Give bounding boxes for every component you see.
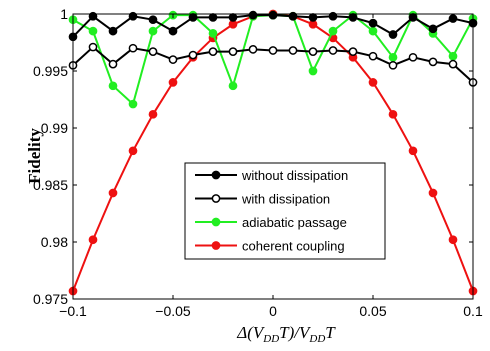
legend-marker xyxy=(211,241,221,250)
data-point xyxy=(408,13,418,22)
data-point xyxy=(108,59,118,69)
data-point xyxy=(448,14,458,23)
data-point xyxy=(368,78,378,87)
data-point xyxy=(388,109,398,119)
y-tick-label: 0.985 xyxy=(33,177,68,193)
legend-label: adiabatic passage xyxy=(242,215,347,230)
data-point xyxy=(428,188,438,198)
data-point xyxy=(128,146,138,156)
data-point xyxy=(388,30,398,39)
y-tick-label: 0.995 xyxy=(33,63,68,79)
data-point xyxy=(248,10,258,20)
data-point xyxy=(208,13,218,22)
data-point xyxy=(368,18,378,28)
legend: without dissipation with dissipation adiab… xyxy=(184,162,386,260)
data-point xyxy=(428,24,438,34)
data-point xyxy=(188,13,198,22)
data-point xyxy=(368,51,378,61)
data-point xyxy=(168,55,178,64)
data-point xyxy=(448,235,458,245)
data-point xyxy=(228,81,238,91)
x-tick-label: 0 xyxy=(269,303,277,319)
legend-item: with dissipation xyxy=(195,192,330,207)
data-point xyxy=(188,50,198,60)
data-point xyxy=(88,42,98,52)
data-point xyxy=(268,46,278,55)
legend-label: coherent coupling xyxy=(242,239,345,254)
x-tick-label: 0.05 xyxy=(359,303,386,319)
data-point xyxy=(228,47,238,56)
data-point xyxy=(108,188,118,198)
data-point xyxy=(328,26,338,36)
data-point xyxy=(348,47,358,56)
data-point xyxy=(448,51,458,61)
legend-item: adiabatic passage xyxy=(195,215,347,230)
data-point xyxy=(88,235,98,245)
legend-marker xyxy=(211,170,221,180)
data-point xyxy=(308,13,318,22)
series-with-dissipation xyxy=(68,42,478,87)
data-point xyxy=(408,146,418,156)
y-tick-label: 0.98 xyxy=(41,234,68,250)
data-point xyxy=(388,60,398,70)
data-point xyxy=(368,26,378,36)
x-tick-label: 0.1 xyxy=(463,303,483,319)
data-point xyxy=(208,29,218,38)
data-point xyxy=(128,99,138,109)
data-point xyxy=(408,52,418,62)
data-point xyxy=(428,57,438,67)
legend-item: coherent coupling xyxy=(195,239,345,254)
data-point xyxy=(88,26,98,36)
y-tick-label: 0.975 xyxy=(33,291,68,307)
legend-label: without dissipation xyxy=(241,168,348,183)
legend-label: with dissipation xyxy=(241,192,330,207)
data-point xyxy=(288,46,298,55)
data-point xyxy=(308,66,318,76)
data-point xyxy=(448,59,458,69)
x-tick-label: −0.05 xyxy=(155,303,191,319)
data-point xyxy=(108,81,118,91)
data-point xyxy=(248,44,258,54)
data-point xyxy=(108,26,118,36)
data-point xyxy=(168,78,178,87)
series-without-dissipation xyxy=(68,10,478,42)
data-point xyxy=(168,26,178,36)
legend-marker xyxy=(211,217,221,227)
y-tick-label: 1 xyxy=(60,6,68,22)
y-tick-label: 0.99 xyxy=(41,120,68,136)
data-point xyxy=(328,46,338,55)
data-point xyxy=(208,47,218,56)
legend-marker xyxy=(211,194,221,203)
data-point xyxy=(148,47,158,56)
x-tick-label: −0.1 xyxy=(59,303,87,319)
data-point xyxy=(348,13,358,22)
data-point xyxy=(148,26,158,36)
data-point xyxy=(148,109,158,119)
data-point xyxy=(308,47,318,56)
data-point xyxy=(388,52,398,62)
x-axis-label: Δ(VDDT)/VDDT xyxy=(236,323,336,345)
y-axis-label: Fidelity xyxy=(25,128,44,184)
data-point xyxy=(228,13,238,22)
data-point xyxy=(128,43,138,53)
data-point xyxy=(148,15,158,25)
legend-item: without dissipation xyxy=(195,168,348,183)
